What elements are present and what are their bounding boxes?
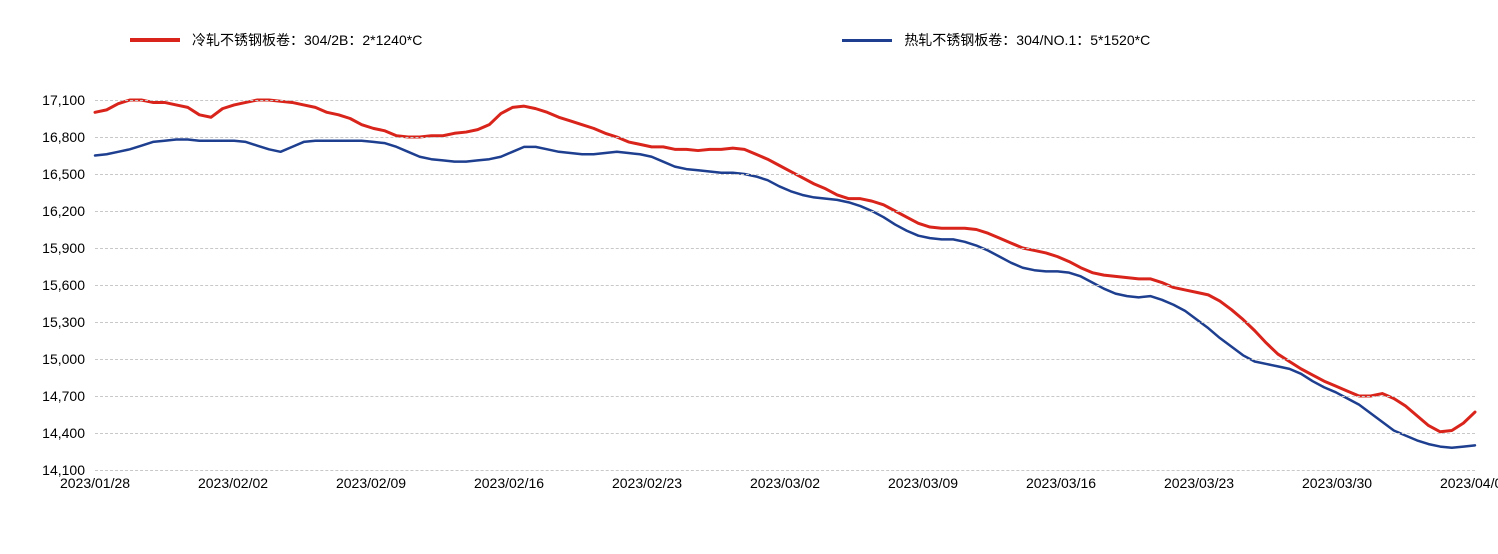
gridline xyxy=(95,285,1475,286)
x-tick-label: 2023/02/23 xyxy=(612,475,682,491)
series-line-hot_rolled xyxy=(95,139,1475,447)
gridline xyxy=(95,211,1475,212)
x-tick-label: 2023/03/23 xyxy=(1164,475,1234,491)
y-tick-label: 16,500 xyxy=(42,166,85,182)
legend-label-cold-rolled: 冷轧不锈钢板卷：304/2B：2*1240*C xyxy=(192,30,422,50)
y-tick-label: 15,900 xyxy=(42,240,85,256)
series-line-cold_rolled xyxy=(95,100,1475,432)
chart-legend: 冷轧不锈钢板卷：304/2B：2*1240*C 热轧不锈钢板卷：304/NO.1… xyxy=(0,30,1498,50)
gridline xyxy=(95,396,1475,397)
gridline xyxy=(95,322,1475,323)
x-tick-label: 2023/02/02 xyxy=(198,475,268,491)
x-tick-label: 2023/02/16 xyxy=(474,475,544,491)
gridline xyxy=(95,100,1475,101)
gridline xyxy=(95,433,1475,434)
y-tick-label: 15,000 xyxy=(42,351,85,367)
x-tick-label: 2023/03/30 xyxy=(1302,475,1372,491)
gridline xyxy=(95,174,1475,175)
legend-swatch-cold-rolled xyxy=(130,38,180,42)
gridline xyxy=(95,359,1475,360)
plot-area xyxy=(95,100,1475,470)
y-tick-label: 15,300 xyxy=(42,314,85,330)
gridline xyxy=(95,137,1475,138)
gridline xyxy=(95,248,1475,249)
x-axis: 2023/01/282023/02/022023/02/092023/02/16… xyxy=(95,475,1475,505)
x-tick-label: 2023/03/09 xyxy=(888,475,958,491)
y-tick-label: 16,800 xyxy=(42,129,85,145)
y-axis: 14,10014,40014,70015,00015,30015,60015,9… xyxy=(0,100,90,470)
y-tick-label: 17,100 xyxy=(42,92,85,108)
x-tick-label: 2023/02/09 xyxy=(336,475,406,491)
y-tick-label: 14,400 xyxy=(42,425,85,441)
y-tick-label: 15,600 xyxy=(42,277,85,293)
legend-item-hot-rolled: 热轧不锈钢板卷：304/NO.1：5*1520*C xyxy=(842,30,1150,50)
gridline xyxy=(95,470,1475,471)
x-tick-label: 2023/04/07 xyxy=(1440,475,1498,491)
x-tick-label: 2023/03/16 xyxy=(1026,475,1096,491)
x-tick-label: 2023/01/28 xyxy=(60,475,130,491)
y-tick-label: 16,200 xyxy=(42,203,85,219)
legend-item-cold-rolled: 冷轧不锈钢板卷：304/2B：2*1240*C xyxy=(130,30,422,50)
x-tick-label: 2023/03/02 xyxy=(750,475,820,491)
legend-swatch-hot-rolled xyxy=(842,39,892,42)
y-tick-label: 14,700 xyxy=(42,388,85,404)
line-chart: 冷轧不锈钢板卷：304/2B：2*1240*C 热轧不锈钢板卷：304/NO.1… xyxy=(0,0,1498,554)
legend-label-hot-rolled: 热轧不锈钢板卷：304/NO.1：5*1520*C xyxy=(904,30,1150,50)
